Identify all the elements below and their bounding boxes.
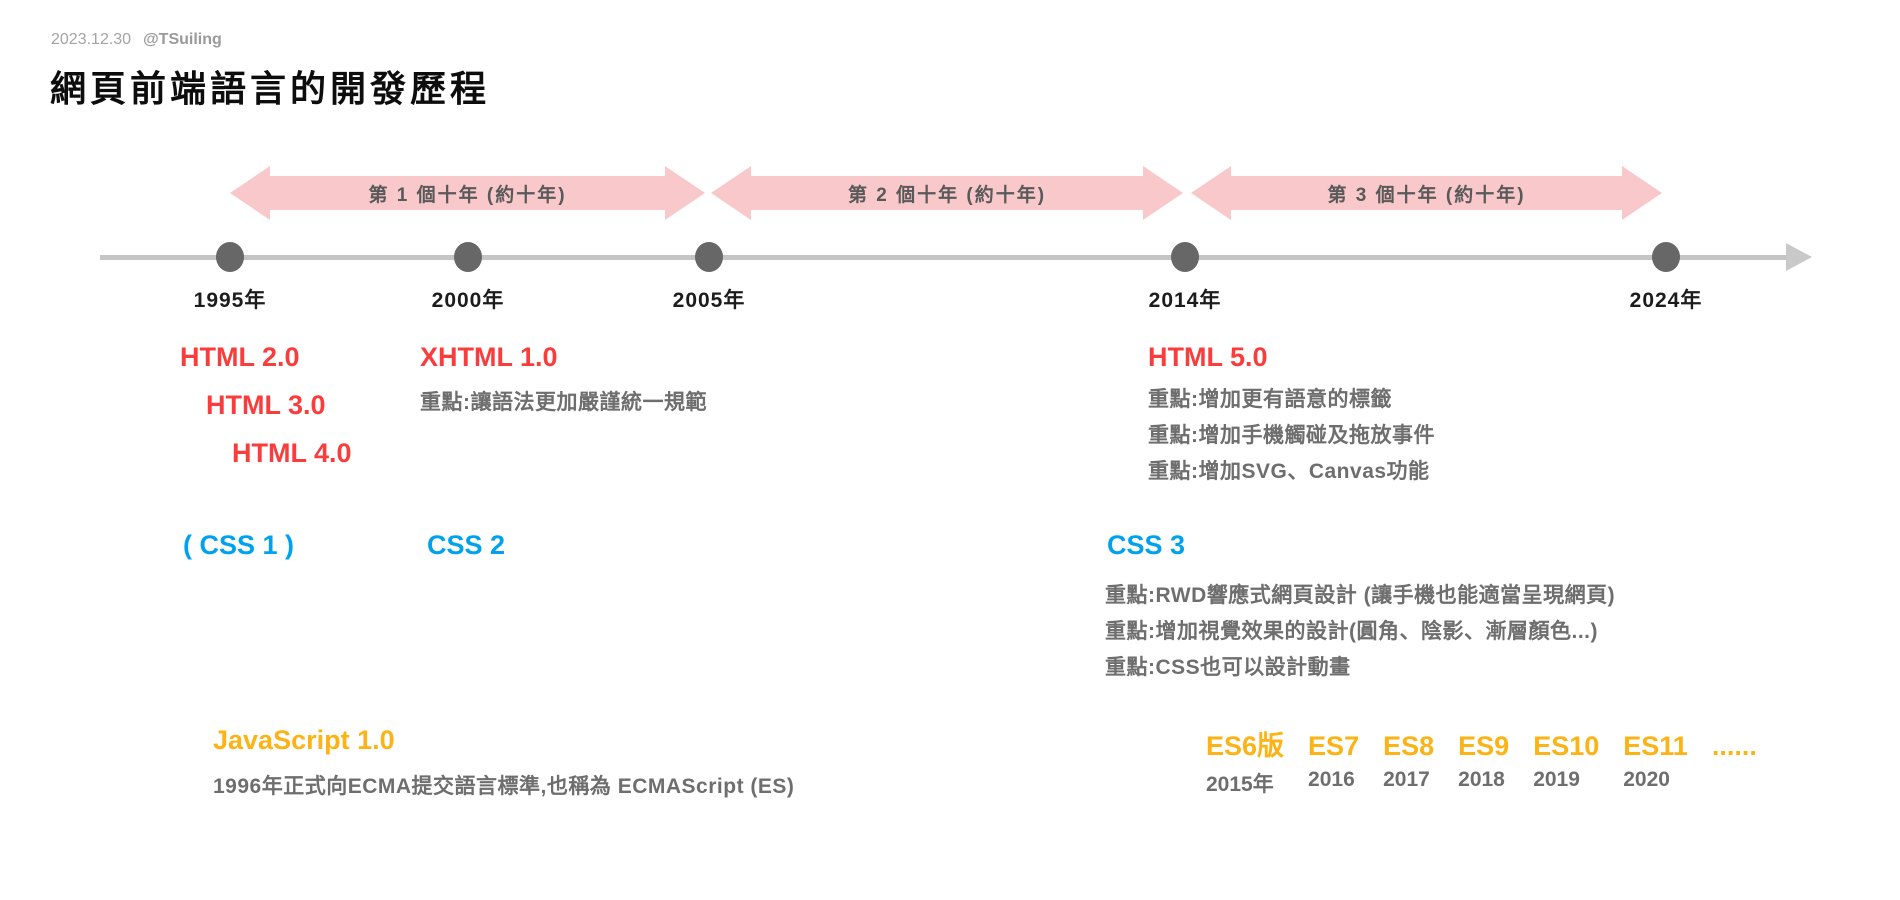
css1-label: ( CSS 1 ) [183,530,295,560]
javascript-title: JavaScript 1.0 [213,725,395,755]
es-version-label: ES7 [1308,731,1360,761]
html5-title: HTML 5.0 [1148,342,1268,372]
css3-note: 重點:RWD響應式網頁設計 (讓手機也能適當呈現網頁) [1105,584,1616,607]
css2-label: CSS 2 [427,530,506,560]
timeline-dot-1995 [216,242,244,272]
page-title: 網頁前端語言的開發歷程 [50,68,491,109]
decade-arrow-label: 第 3 個十年 (約十年) [1327,184,1526,206]
es-version-item: ES11 2020 [1623,725,1688,798]
timeline-dot-2005 [695,242,723,272]
es-version-label: ES8 [1383,731,1435,761]
year-label-2024: 2024年 [1629,289,1703,312]
es-version-year: 2015年 [1206,773,1274,796]
es-version-year: 2020 [1623,768,1670,791]
html-version-label: HTML 4.0 [232,438,352,468]
year-label-1995: 1995年 [193,289,267,312]
decade-arrow-label: 第 2 個十年 (約十年) [847,184,1047,206]
es-version-label: ES9 [1458,731,1510,761]
css3-title: CSS 3 [1107,530,1186,560]
css3-note: 重點:CSS也可以設計動畫 [1105,656,1351,679]
arrow-left-head-icon [230,166,270,220]
es-version-label: ...... [1711,731,1757,761]
timeline-dot-2014 [1171,242,1199,272]
arrow-shaft [749,176,1145,210]
arrow-left-head-icon [1191,166,1231,220]
author-handle: @TSuiling [143,31,222,48]
html5-notes: 重點:增加更有語意的標籤 重點:增加手機觸碰及拖放事件 重點:增加SVG、Can… [1148,382,1435,490]
es-version-item: ES8 2017 [1383,725,1434,798]
es-version-year: 2016 [1308,768,1355,791]
html-version-label: HTML 2.0 [180,342,300,372]
css3-note: 重點:增加視覺效果的設計(圓角、陰影、漸層顏色...) [1105,620,1598,643]
es-version-year: 2017 [1383,768,1430,791]
xhtml-title: XHTML 1.0 [420,342,558,372]
arrow-shaft [1229,176,1624,210]
arrow-shaft [268,176,667,210]
decade-arrow-1: 第 1 個十年 (約十年) [230,166,705,220]
es-version-label: ES10 [1533,731,1600,761]
es-version-item: ...... [1712,725,1757,798]
es-version-year: 2019 [1533,768,1580,791]
arrow-right-head-icon [1622,166,1662,220]
timeline-dot-2024 [1652,242,1680,272]
timeline-dot-2000 [454,242,482,272]
timeline-arrowhead-icon [1786,243,1812,271]
html-version-label: HTML 3.0 [206,390,326,420]
es-version-year: 2018 [1458,768,1505,791]
html5-note: 重點:增加SVG、Canvas功能 [1148,460,1430,483]
date-text: 2023.12.30 [51,31,132,48]
es-version-label: ES6版 [1206,731,1285,761]
date-stamp: 2023.12.30 @TSuiling [51,31,222,49]
arrow-right-head-icon [1143,166,1183,220]
html5-note: 重點:增加更有語意的標籤 [1148,388,1392,411]
year-label-2000: 2000年 [431,289,505,312]
decade-arrow-2: 第 2 個十年 (約十年) [711,166,1183,220]
arrow-right-head-icon [665,166,705,220]
es-version-label: ES11 [1623,731,1688,761]
timeline-line [100,255,1788,260]
html5-note: 重點:增加手機觸碰及拖放事件 [1148,424,1435,447]
decade-arrow-3: 第 3 個十年 (約十年) [1191,166,1662,220]
xhtml-note: 重點:讓語法更加嚴謹統一規範 [420,391,707,414]
es-version-item: ES10 2019 [1533,725,1599,798]
es-version-item: ES6版 2015年 [1206,725,1284,798]
es-version-item: ES7 2016 [1308,725,1359,798]
decade-arrow-label: 第 1 個十年 (約十年) [368,184,567,206]
year-label-2014: 2014年 [1148,289,1222,312]
es-version-item: ES9 2018 [1458,725,1509,798]
javascript-note: 1996年正式向ECMA提交語言標準,也稱為 ECMAScript (ES) [213,775,795,798]
es-versions-row: ES6版 2015年 ES7 2016 ES8 2017 ES9 2018 ES… [1206,725,1757,798]
arrow-left-head-icon [711,166,751,220]
css3-notes: 重點:RWD響應式網頁設計 (讓手機也能適當呈現網頁) 重點:增加視覺效果的設計… [1105,578,1615,686]
year-label-2005: 2005年 [672,289,746,312]
